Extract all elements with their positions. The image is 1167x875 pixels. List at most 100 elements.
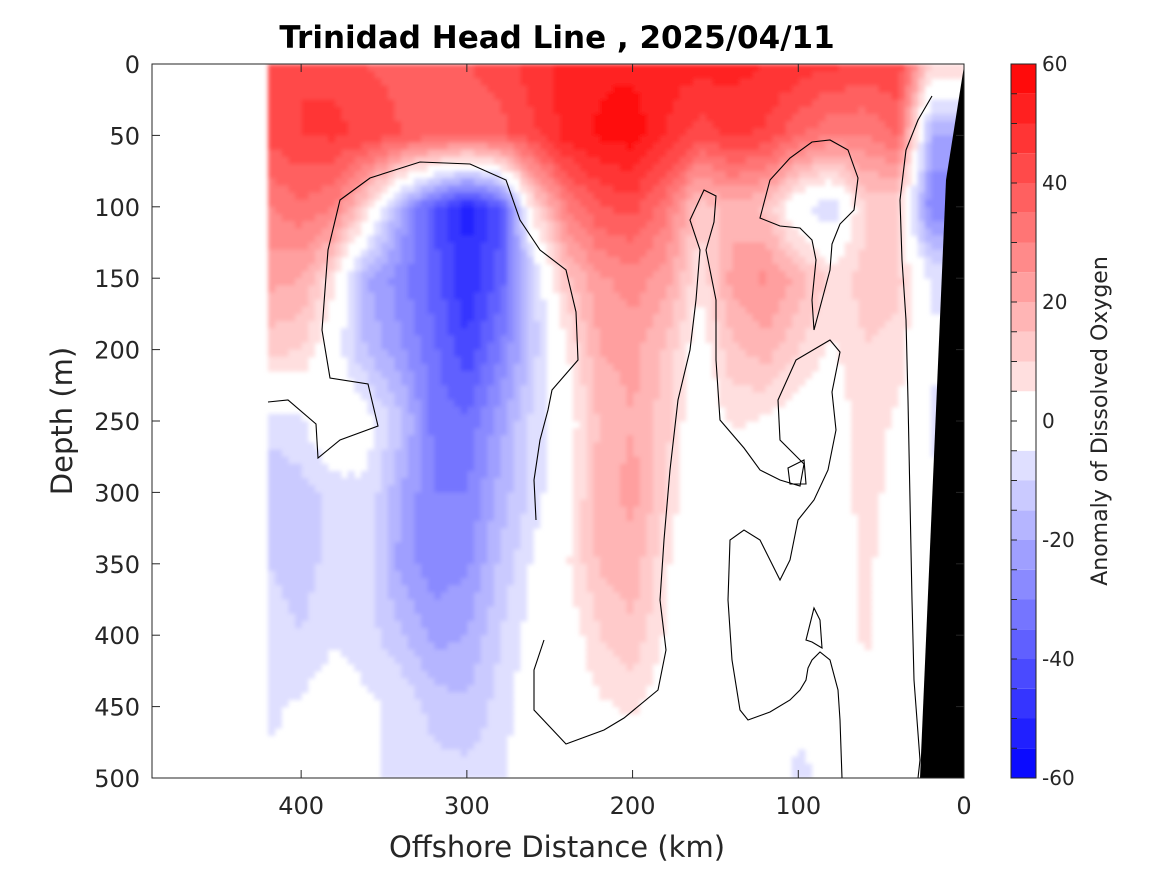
heatmap-cell	[877, 64, 886, 72]
heatmap-cell	[440, 735, 448, 743]
heatmap-cell	[785, 299, 793, 308]
heatmap-cell	[851, 221, 859, 229]
heatmap-cell	[692, 71, 700, 79]
heatmap-cell	[791, 249, 799, 258]
heatmap-cell	[446, 456, 455, 465]
heatmap-cell	[546, 106, 554, 115]
heatmap-cell	[738, 64, 746, 72]
heatmap-cell	[506, 449, 514, 458]
heatmap-cell	[572, 242, 581, 251]
heatmap-cell	[765, 149, 773, 158]
heatmap-cell	[665, 428, 673, 436]
heatmap-cell	[453, 278, 461, 286]
heatmap-cell	[652, 656, 660, 665]
heatmap-cell	[910, 213, 919, 222]
heatmap-cell	[546, 199, 554, 208]
heatmap-cell	[725, 85, 733, 94]
heatmap-cell	[639, 221, 647, 229]
heatmap-cell	[526, 492, 534, 501]
heatmap-cell	[460, 570, 468, 579]
heatmap-cell	[645, 442, 654, 451]
heatmap-cell	[612, 663, 620, 672]
heatmap-cell	[924, 113, 932, 122]
heatmap-cell	[586, 121, 594, 129]
heatmap-cell	[678, 185, 687, 194]
heatmap-cell	[466, 328, 475, 336]
heatmap-cell	[506, 92, 514, 101]
heatmap-cell	[791, 99, 799, 108]
heatmap-cell	[718, 156, 726, 165]
heatmap-cell	[732, 206, 740, 215]
heatmap-cell	[652, 306, 660, 315]
heatmap-cell	[884, 85, 892, 94]
heatmap-cell	[632, 513, 640, 522]
heatmap-cell	[453, 371, 461, 379]
heatmap-cell	[526, 292, 534, 301]
heatmap-cell	[433, 728, 441, 736]
heatmap-cell	[778, 321, 786, 329]
heatmap-cell	[493, 535, 501, 543]
heatmap-cell	[678, 128, 687, 136]
heatmap-cell	[871, 106, 879, 115]
heatmap-cell	[950, 121, 958, 129]
heatmap-cell	[732, 178, 740, 186]
heatmap-cell	[884, 363, 892, 372]
heatmap-cell	[924, 64, 932, 72]
heatmap-cell	[606, 456, 614, 465]
heatmap-cell	[639, 113, 647, 122]
heatmap-cell	[937, 249, 945, 258]
heatmap-cell	[519, 292, 528, 301]
heatmap-cell	[659, 121, 667, 129]
heatmap-cell	[778, 363, 786, 372]
heatmap-cell	[665, 171, 673, 179]
heatmap-cell	[619, 178, 627, 186]
heatmap-cell	[645, 356, 654, 365]
heatmap-cell	[572, 385, 581, 394]
heatmap-cell	[732, 213, 740, 222]
heatmap-cell	[460, 556, 468, 565]
heatmap-cell	[480, 278, 488, 286]
heatmap-cell	[785, 271, 793, 279]
heatmap-cell	[579, 549, 587, 558]
heatmap-cell	[732, 385, 740, 394]
heatmap-cell	[612, 263, 620, 272]
heatmap-cell	[818, 313, 826, 322]
heatmap-cell	[811, 99, 819, 108]
heatmap-cell	[612, 399, 620, 408]
heatmap-cell	[944, 135, 952, 144]
heatmap-cell	[427, 192, 435, 201]
heatmap-cell	[745, 92, 753, 101]
heatmap-cell	[818, 156, 826, 165]
heatmap-cell	[877, 428, 886, 436]
heatmap-cell	[891, 78, 899, 87]
heatmap-cell	[857, 113, 866, 122]
heatmap-cell	[460, 485, 468, 493]
heatmap-cell	[433, 149, 441, 158]
heatmap-cell	[572, 506, 581, 515]
heatmap-cell	[480, 171, 488, 179]
heatmap-cell	[831, 71, 839, 79]
heatmap-cell	[804, 135, 813, 144]
heatmap-cell	[453, 399, 461, 408]
heatmap-cell	[785, 335, 793, 344]
heatmap-cell	[480, 670, 488, 679]
heatmap-cell	[493, 399, 501, 408]
heatmap-cell	[533, 478, 541, 486]
heatmap-cell	[632, 678, 640, 686]
heatmap-cell	[765, 206, 773, 215]
heatmap-cell	[625, 542, 634, 551]
heatmap-cell	[427, 385, 435, 394]
heatmap-cell	[606, 585, 614, 593]
heatmap-cell	[433, 328, 441, 336]
heatmap-cell	[659, 292, 667, 301]
heatmap-cell	[513, 142, 521, 151]
heatmap-cell	[566, 321, 574, 329]
heatmap-cell	[645, 485, 654, 493]
heatmap-cell	[771, 192, 779, 201]
heatmap-cell	[619, 449, 627, 458]
heatmap-cell	[486, 535, 494, 543]
heatmap-cell	[924, 256, 932, 265]
heatmap-cell	[765, 271, 773, 279]
heatmap-cell	[659, 606, 667, 615]
heatmap-cell	[500, 228, 508, 236]
